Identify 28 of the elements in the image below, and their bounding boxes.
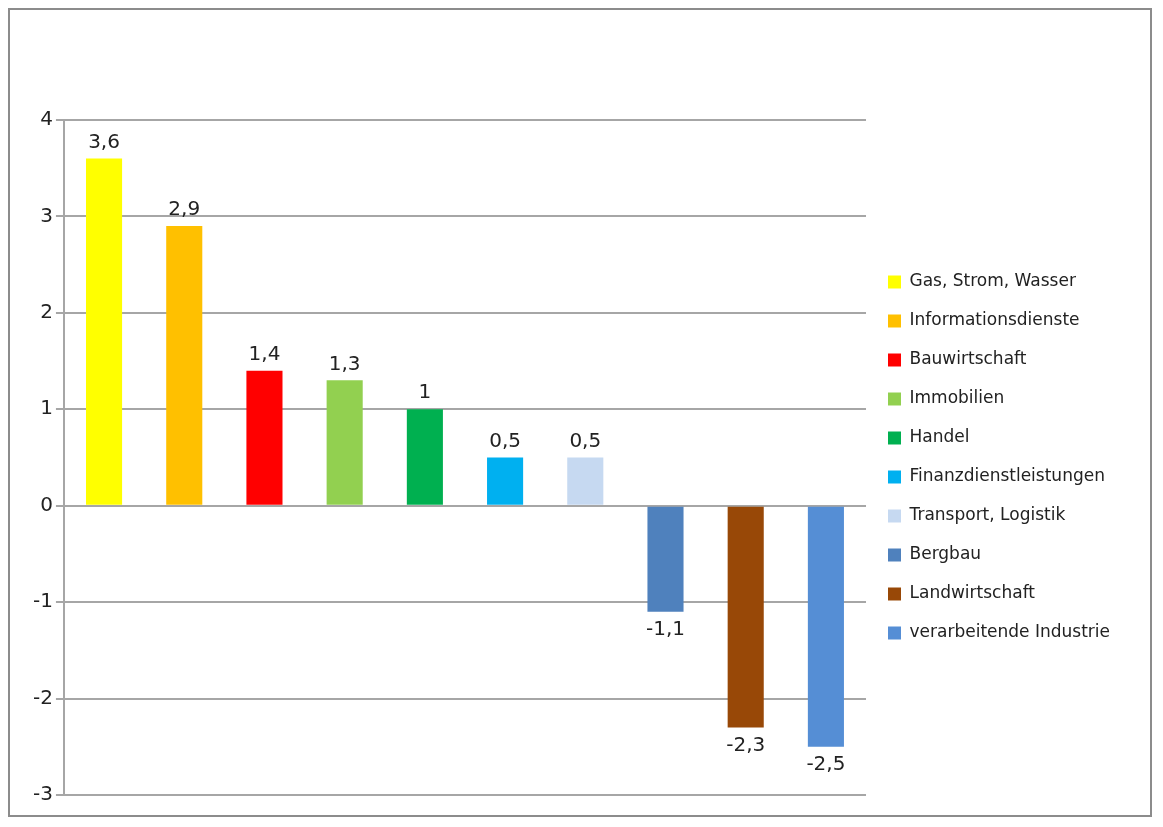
data-label: 1 [418,379,432,404]
y-tick-label: 4 [40,106,53,131]
legend-label: Informationsdienste [909,309,1080,330]
data-label: -1,1 [645,615,686,640]
y-tick-label: 0 [40,491,53,516]
data-label: -2,3 [726,731,766,756]
legend-label: Bergbau [909,543,982,564]
y-tick-label: 1 [40,395,53,420]
y-tick-label: 2 [40,299,53,324]
legend-label: Handel [909,426,970,447]
legend-label: verarbeitende Industrie [909,621,1111,642]
data-label: 3,6 [88,128,120,153]
y-tick-label: -2 [32,684,53,709]
data-label: 0,5 [569,427,602,452]
y-tick-label: 3 [40,202,53,227]
data-label: 1,4 [248,340,281,365]
legend-label: Transport, Logistik [908,504,1066,525]
legend-label: Landwirtschaft [909,582,1036,603]
data-label: 2,9 [168,196,201,221]
data-label: -2,5 [806,750,846,775]
y-tick-label: -1 [32,588,53,613]
legend-label: Gas, Strom, Wasser [909,270,1076,291]
legend-label: Finanzdienstleistungen [909,465,1105,486]
legend-label: Bauwirtschaft [909,348,1027,369]
y-tick-label: -3 [32,781,53,806]
legend-label: Immobilien [909,387,1005,408]
data-label: 1,3 [328,350,361,375]
data-label: 0,5 [489,427,521,452]
